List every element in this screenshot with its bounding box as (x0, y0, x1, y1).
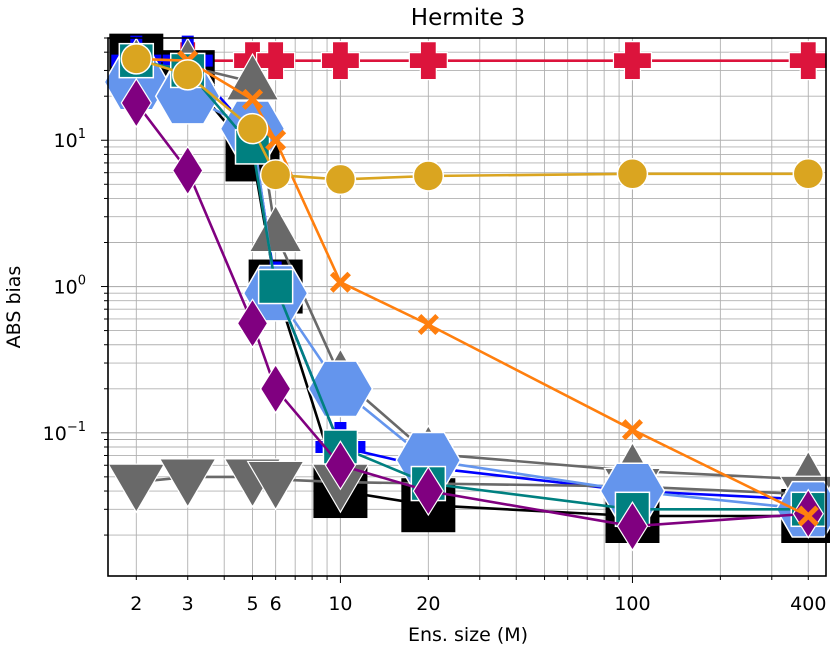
data-point-triangle-up (248, 204, 303, 253)
data-point-x (329, 271, 351, 293)
data-point-plus (320, 41, 361, 81)
data-point-circle (120, 43, 153, 75)
data-point-diamond (412, 465, 445, 517)
y-axis-label: ABS bias (3, 266, 25, 349)
data-point-diamond (120, 77, 153, 129)
data-point-plus (788, 41, 828, 81)
data-point-circle (259, 159, 292, 191)
data-point-triangle-down (246, 460, 305, 511)
data-point-plus (256, 41, 296, 81)
x-tick-label: 10 (328, 593, 352, 615)
data-point-circle (792, 158, 825, 190)
data-point-diamond (324, 440, 357, 491)
data-point-diamond (236, 298, 269, 349)
data-point-circle (324, 163, 357, 196)
data-point-plus (612, 41, 653, 81)
x-tick-label: 400 (790, 593, 826, 615)
series-blue-hexagon (103, 53, 830, 538)
ticks: 2 3 5 6 10 20 100 400 10−1 100 101 (43, 37, 826, 615)
x-axis-label: Ens. size (M) (408, 624, 528, 646)
x-tick-label: 100 (614, 593, 650, 615)
data-point-circle (616, 158, 649, 190)
data-point-x (621, 419, 643, 441)
series-line-purple-diamond (135, 102, 809, 528)
data-point-x (265, 129, 287, 151)
x-tick-label: 6 (270, 593, 282, 615)
data-point-circle (412, 160, 445, 192)
data-point-circle (171, 59, 204, 91)
x-tick-label: 3 (182, 593, 194, 615)
chart-title: Hermite 3 (411, 5, 525, 31)
series-gold-circle (120, 43, 825, 196)
data-point-circle (236, 112, 269, 145)
x-tick-label: 20 (416, 593, 440, 615)
x-tick-label: 2 (130, 593, 142, 615)
series-layer (103, 33, 830, 552)
data-point-hexagon (307, 360, 374, 418)
data-point-diamond (616, 501, 649, 552)
data-point-plus (408, 41, 448, 81)
data-point-x (241, 88, 264, 111)
data-point-x (417, 313, 439, 336)
y-tick-label: 10−1 (43, 420, 86, 445)
data-point-diamond (259, 363, 292, 414)
x-tick-label: 5 (246, 593, 258, 615)
data-point-diamond (172, 145, 204, 196)
y-tick-label: 101 (54, 127, 86, 152)
data-point-triangle-down (158, 458, 217, 509)
data-point-triangle-down (107, 463, 166, 514)
data-point-square (257, 268, 294, 305)
y-tick-label: 100 (54, 274, 86, 299)
data-point-x (797, 505, 819, 527)
series-teal-square (118, 42, 827, 528)
series-gray-triangle-down (107, 458, 830, 526)
plot-frame (107, 37, 827, 577)
